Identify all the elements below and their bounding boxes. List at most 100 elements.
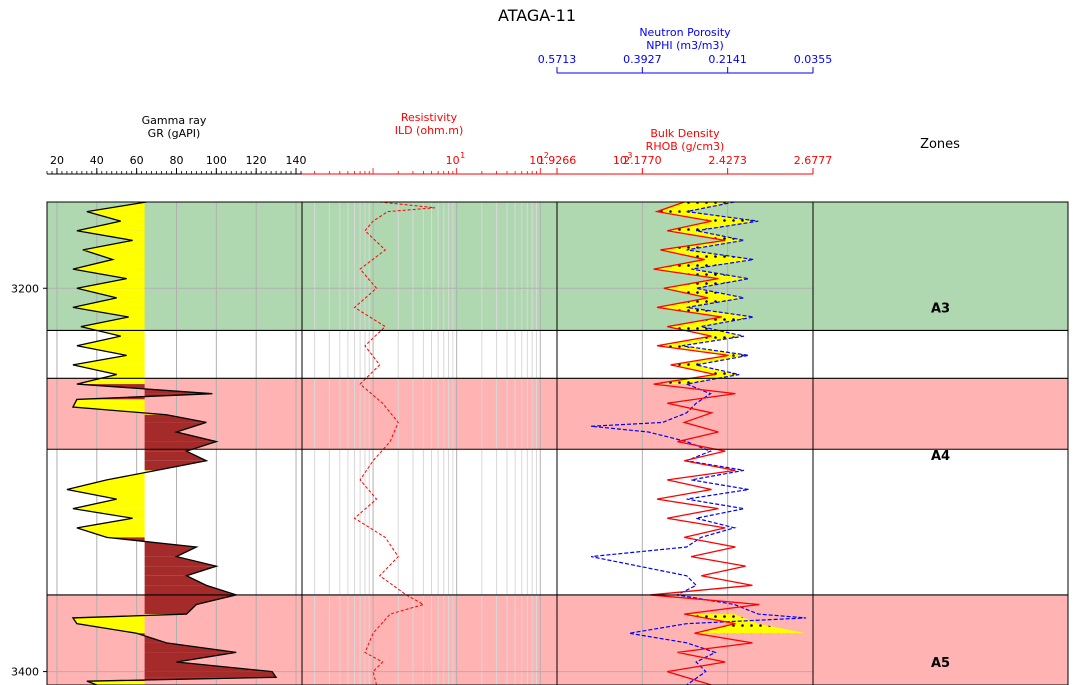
neutron-tick-label: 0.2141 — [708, 53, 747, 66]
crossover-fill — [667, 221, 759, 231]
gamma-shale-fill — [144, 556, 217, 567]
gamma-tick-label: 140 — [286, 154, 307, 167]
resistivity-tick-label: 10 — [446, 154, 460, 167]
gamma-sand-fill — [82, 249, 145, 260]
crossover-fill — [657, 211, 759, 222]
zone-label-a4: A4 — [931, 449, 950, 464]
crossover-fill — [653, 259, 754, 270]
gamma-sand-fill — [76, 288, 145, 298]
gamma-shale-fill — [144, 547, 197, 557]
gamma-sand-fill — [76, 278, 145, 289]
neutron-title: Neutron Porosity — [639, 26, 731, 39]
gamma-sand-fill — [72, 297, 145, 308]
density-tick-label: 1.9266 — [538, 154, 577, 167]
density-curve — [650, 202, 760, 685]
crossover-fill — [653, 374, 740, 385]
crossover-fill — [653, 269, 749, 279]
gamma-shale-fill — [144, 642, 237, 653]
gamma-track — [66, 202, 278, 685]
gamma-sand-fill — [66, 479, 145, 490]
gamma-shale-fill — [144, 566, 217, 576]
gamma-tick-label: 60 — [130, 154, 144, 167]
density-ticks: 1.9266 2.1770 2.4273 2.6777 — [538, 154, 832, 174]
resistivity-tick-label: 10 — [529, 154, 543, 167]
crossover-fill — [667, 326, 744, 337]
crossover-fill — [663, 288, 744, 298]
crossover-fill — [657, 297, 744, 308]
gamma-tick-label: 100 — [206, 154, 227, 167]
neutron-label: NPHI (m3/m3) — [646, 39, 724, 52]
density-title: Bulk Density — [650, 127, 720, 140]
gamma-title: Gamma ray — [142, 114, 207, 127]
resistivity-tick-exponent: 3 — [627, 151, 632, 160]
gamma-shale-fill — [144, 652, 237, 662]
gamma-sand-fill — [72, 259, 145, 270]
gamma-tick-label: 40 — [90, 154, 104, 167]
resistivity-ticks: 10 1 10 2 10 3 — [314, 151, 632, 174]
gamma-sand-fill — [72, 269, 145, 279]
crossover-fill — [660, 240, 744, 250]
gamma-curve — [66, 202, 278, 685]
track-frames — [46, 201, 1069, 685]
gamma-tick-label: 120 — [246, 154, 267, 167]
density-label: RHOB (g/cm3) — [646, 140, 725, 153]
zone-label-a5: A5 — [931, 656, 950, 671]
gamma-shale-fill — [144, 604, 197, 615]
crossover-fill — [663, 278, 749, 289]
crossover-fill — [657, 336, 744, 346]
zone-labels: A3 A4 A5 — [931, 301, 950, 671]
resistivity-tick-exponent: 1 — [460, 151, 465, 160]
density-tick-label: 2.4273 — [708, 154, 747, 167]
gamma-shale-fill — [144, 671, 277, 678]
gamma-sand-fill — [76, 374, 145, 385]
gamma-shale-fill — [144, 414, 207, 423]
track-frame-3 — [812, 201, 1069, 685]
gamma-sand-fill — [66, 489, 145, 500]
gamma-sand-fill — [80, 326, 145, 337]
depth-tick-label: 3400 — [11, 666, 39, 679]
gamma-sand-fill — [80, 317, 145, 327]
gamma-sand-fill — [72, 399, 145, 408]
gamma-sand-fill — [86, 681, 145, 685]
gamma-shale-fill — [144, 422, 207, 432]
crossover-fill — [667, 230, 744, 241]
crossover-fill — [670, 355, 749, 365]
gamma-sand-fill — [76, 527, 145, 538]
gamma-sand-fill — [76, 221, 145, 231]
depth-tick-label: 3200 — [11, 282, 39, 295]
crossover-fill — [670, 364, 740, 375]
gamma-sand-fill — [72, 307, 145, 317]
resistivity-tick-exponent: 2 — [544, 151, 549, 160]
gamma-shale-fill — [144, 662, 273, 672]
crossover-fill — [660, 249, 754, 260]
neutron-tick-label: 0.5713 — [538, 53, 577, 66]
gamma-sand-fill — [86, 211, 145, 222]
crossover-fill — [667, 317, 754, 327]
neutron-tick-label: 0.3927 — [623, 53, 662, 66]
neutron-curve — [590, 202, 807, 685]
gamma-tick-label: 20 — [50, 154, 64, 167]
density-tick-label: 2.1770 — [623, 154, 662, 167]
gamma-tick-label: 80 — [169, 154, 183, 167]
gamma-sand-fill — [72, 617, 145, 624]
resistivity-track — [353, 202, 436, 685]
gamma-sand-fill — [76, 345, 145, 356]
crossover-fill — [694, 623, 807, 634]
neutron-ticks: 0.5713 0.3927 0.2141 0.0355 — [538, 53, 833, 73]
crossover-fill — [657, 345, 749, 356]
crossover-fill — [657, 307, 754, 317]
gamma-ticks: 20 40 60 80 100 120 140 — [46, 154, 307, 174]
neutron-tick-label: 0.0355 — [794, 53, 833, 66]
gamma-sand-fill — [72, 364, 145, 375]
gamma-sand-fill — [76, 336, 145, 346]
density-track — [590, 202, 807, 685]
depth-axis: 3200 3400 — [11, 282, 47, 679]
chart-title: ATAGA-11 — [498, 6, 576, 25]
gamma-sand-fill — [72, 499, 145, 509]
resistivity-title: Resistivity — [401, 111, 458, 124]
zone-label-a3: A3 — [931, 301, 950, 316]
gamma-label: GR (gAPI) — [148, 127, 201, 140]
zones-title: Zones — [920, 137, 960, 152]
gamma-shale-fill — [144, 432, 217, 442]
